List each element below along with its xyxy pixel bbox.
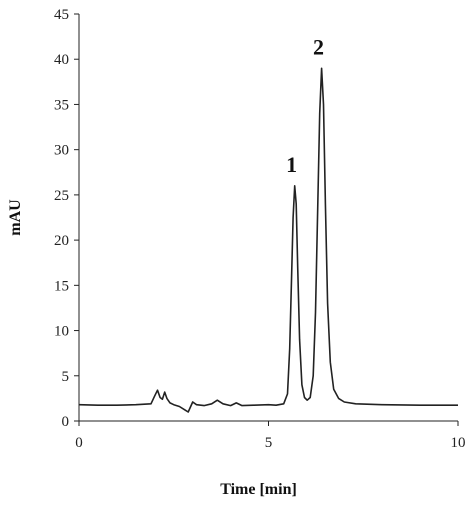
x-axis-title: Time [min] <box>220 481 297 498</box>
y-tick-label: 45 <box>54 7 69 23</box>
y-tick-label: 5 <box>62 369 70 385</box>
x-tick-label: 5 <box>265 435 273 451</box>
peak-label: 2 <box>313 34 324 59</box>
y-tick-label: 35 <box>54 97 69 113</box>
x-tick-label: 10 <box>451 435 466 451</box>
peak-labels: 12 <box>286 34 324 177</box>
y-axis-title: mAU <box>7 199 24 236</box>
y-tick-label: 25 <box>54 188 69 204</box>
x-axis-ticks: 0 5 10 <box>75 421 466 451</box>
chromatogram-trace <box>78 67 458 413</box>
y-tick-label: 20 <box>54 233 69 249</box>
y-tick-label: 0 <box>62 414 70 430</box>
y-tick-label: 30 <box>54 143 69 159</box>
y-axis-ticks: 0 5 10 15 20 25 30 35 40 45 <box>54 7 79 430</box>
y-tick-label: 10 <box>54 324 69 340</box>
y-tick-label: 15 <box>54 278 69 294</box>
peak-label: 1 <box>286 152 297 177</box>
x-tick-label: 0 <box>75 435 83 451</box>
y-tick-label: 40 <box>54 52 69 68</box>
